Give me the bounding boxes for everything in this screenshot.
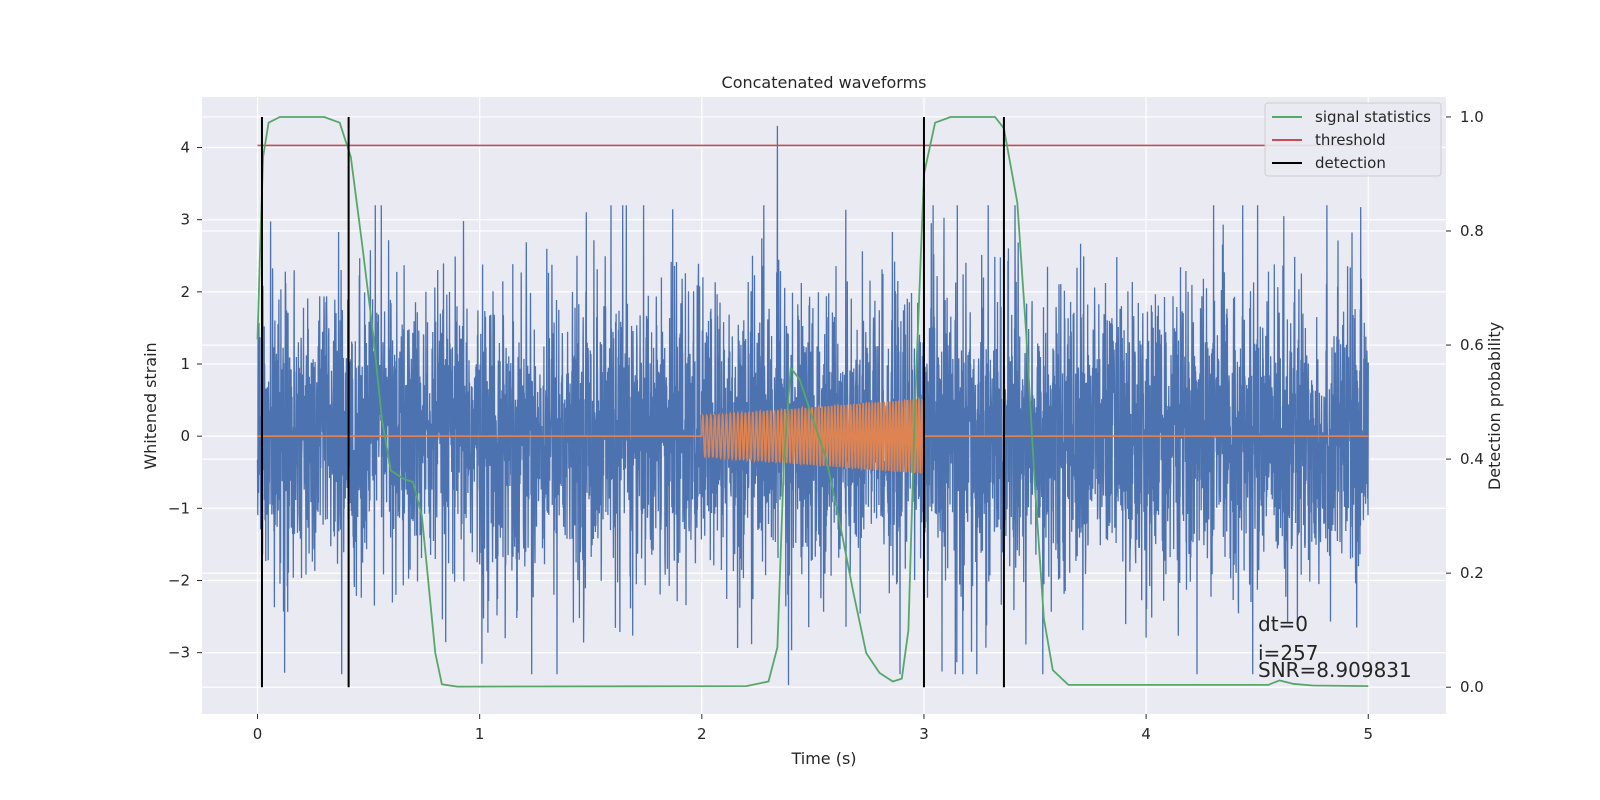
injected-signal-line [257, 396, 1369, 474]
signal-statistics-line [256, 116, 1369, 688]
series-layer [256, 116, 1369, 688]
y-ticks: −3 −2 −1 0 1 2 3 4 [168, 139, 202, 662]
x-axis-label: Time (s) [790, 749, 856, 768]
x-tick-label: 2 [697, 725, 707, 743]
x-tick-label: 0 [253, 725, 263, 743]
x-tick-label: 4 [1141, 725, 1151, 743]
y-tick-label: 0 [180, 427, 190, 445]
x-tick-label: 1 [475, 725, 485, 743]
noise-strain-line [256, 125, 1369, 686]
chart-title: Concatenated waveforms [722, 73, 927, 92]
annotation-dt: dt=0 [1258, 612, 1308, 636]
right-y-ticks: 0.0 0.2 0.4 0.6 0.8 1.0 [1446, 108, 1484, 696]
x-tick-label: 5 [1363, 725, 1373, 743]
legend-box [1264, 102, 1442, 177]
right-y-tick-label: 0.4 [1460, 450, 1484, 468]
y-axis-label: Whitened strain [141, 342, 160, 469]
x-tick-label: 3 [919, 725, 929, 743]
right-y-tick-label: 0.2 [1460, 564, 1484, 582]
right-y-tick-label: 0.8 [1460, 222, 1484, 240]
y-tick-label: 4 [180, 139, 190, 157]
y-tick-label: 1 [180, 355, 190, 373]
legend-label-detection: detection [1315, 154, 1386, 172]
y-tick-label: 2 [180, 283, 190, 301]
right-y-tick-label: 0.0 [1460, 678, 1484, 696]
right-y-axis-label: Detection probability [1485, 322, 1504, 490]
y-tick-label: −1 [168, 499, 190, 517]
y-tick-label: −3 [168, 644, 190, 662]
x-ticks: 0 1 2 3 4 5 [253, 714, 1373, 743]
y-tick-label: 3 [180, 211, 190, 229]
legend-label-signal-statistics: signal statistics [1315, 108, 1431, 126]
legend: signal statistics threshold detection [1264, 102, 1442, 177]
annotation-snr: SNR=8.909831 [1258, 658, 1412, 682]
right-y-tick-label: 1.0 [1460, 108, 1484, 126]
annotation-index: i=257 [1258, 641, 1319, 665]
right-y-tick-label: 0.6 [1460, 336, 1484, 354]
y-tick-label: −2 [168, 571, 190, 589]
legend-label-threshold: threshold [1315, 131, 1386, 149]
